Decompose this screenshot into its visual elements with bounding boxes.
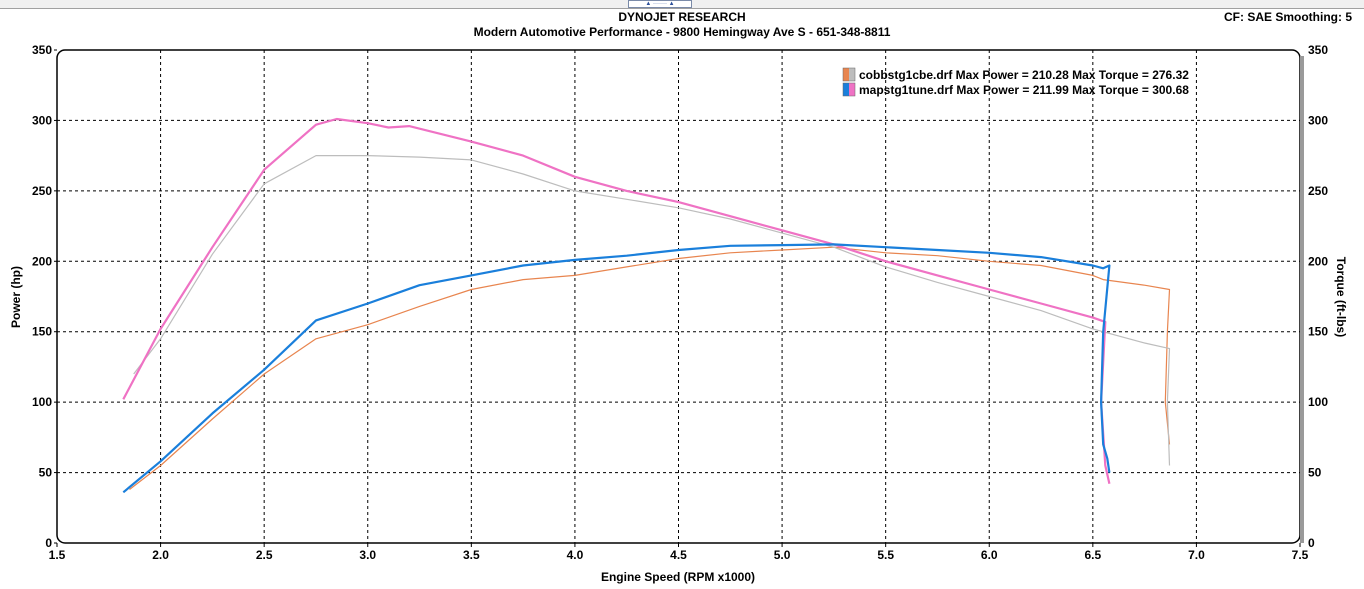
legend-swatch-power (843, 83, 849, 96)
x-tick-label: 5.0 (774, 548, 791, 562)
legend-entry: mapstg1tune.drf Max Power = 211.99 Max T… (859, 83, 1189, 97)
y2-tick-label: 300 (1308, 113, 1328, 127)
y-tick-label: 0 (45, 536, 52, 550)
y-tick-label: 200 (32, 254, 52, 268)
x-tick-label: 6.5 (1084, 548, 1101, 562)
series-cobbstg1cbe-torque (133, 155, 1171, 466)
y-axis-label: Power (hp) (9, 266, 23, 328)
y2-tick-label: 350 (1308, 43, 1328, 57)
series-mapstg1tune-torque (122, 117, 1111, 485)
legend-swatch-torque (849, 68, 855, 81)
x-axis-label: Engine Speed (RPM x1000) (601, 570, 755, 584)
x-tick-label: 1.5 (49, 548, 66, 562)
legend-swatch-torque (849, 83, 855, 96)
x-tick-label: 3.0 (359, 548, 376, 562)
panel-splitter-handle[interactable]: ▲ ······· ▲ (628, 0, 692, 8)
y2-tick-label: 150 (1308, 325, 1328, 339)
x-tick-label: 4.0 (567, 548, 584, 562)
legend-swatch-power (843, 68, 849, 81)
x-tick-label: 3.5 (463, 548, 480, 562)
y2-tick-label: 0 (1308, 536, 1315, 550)
y-tick-label: 350 (32, 43, 52, 57)
x-tick-label: 5.5 (877, 548, 894, 562)
x-tick-label: 7.5 (1292, 548, 1309, 562)
y2-tick-label: 250 (1308, 184, 1328, 198)
x-tick-label: 4.5 (670, 548, 687, 562)
legend-entry: cobbstg1cbe.drf Max Power = 210.28 Max T… (859, 68, 1189, 82)
x-tick-label: 2.0 (152, 548, 169, 562)
y-tick-label: 300 (32, 113, 52, 127)
y2-tick-label: 200 (1308, 254, 1328, 268)
chart-subtitle: Modern Automotive Performance - 9800 Hem… (473, 25, 891, 39)
x-tick-label: 6.0 (981, 548, 998, 562)
y-tick-label: 150 (32, 325, 52, 339)
y-tick-label: 250 (32, 184, 52, 198)
y2-tick-label: 100 (1308, 395, 1328, 409)
chart-title: DYNOJET RESEARCH (618, 10, 746, 24)
y-tick-label: 100 (32, 395, 52, 409)
y2-tick-label: 50 (1308, 466, 1322, 480)
x-tick-label: 7.0 (1188, 548, 1205, 562)
y2-axis-label: Torque (ft-lbs) (1334, 257, 1348, 337)
series-cobbstg1cbe-power (129, 246, 1171, 490)
y-tick-label: 50 (39, 466, 53, 480)
plot-right-edge (1300, 56, 1304, 543)
correction-settings: CF: SAE Smoothing: 5 (1224, 10, 1352, 24)
series-mapstg1tune-power (122, 243, 1111, 494)
x-tick-label: 2.5 (256, 548, 273, 562)
